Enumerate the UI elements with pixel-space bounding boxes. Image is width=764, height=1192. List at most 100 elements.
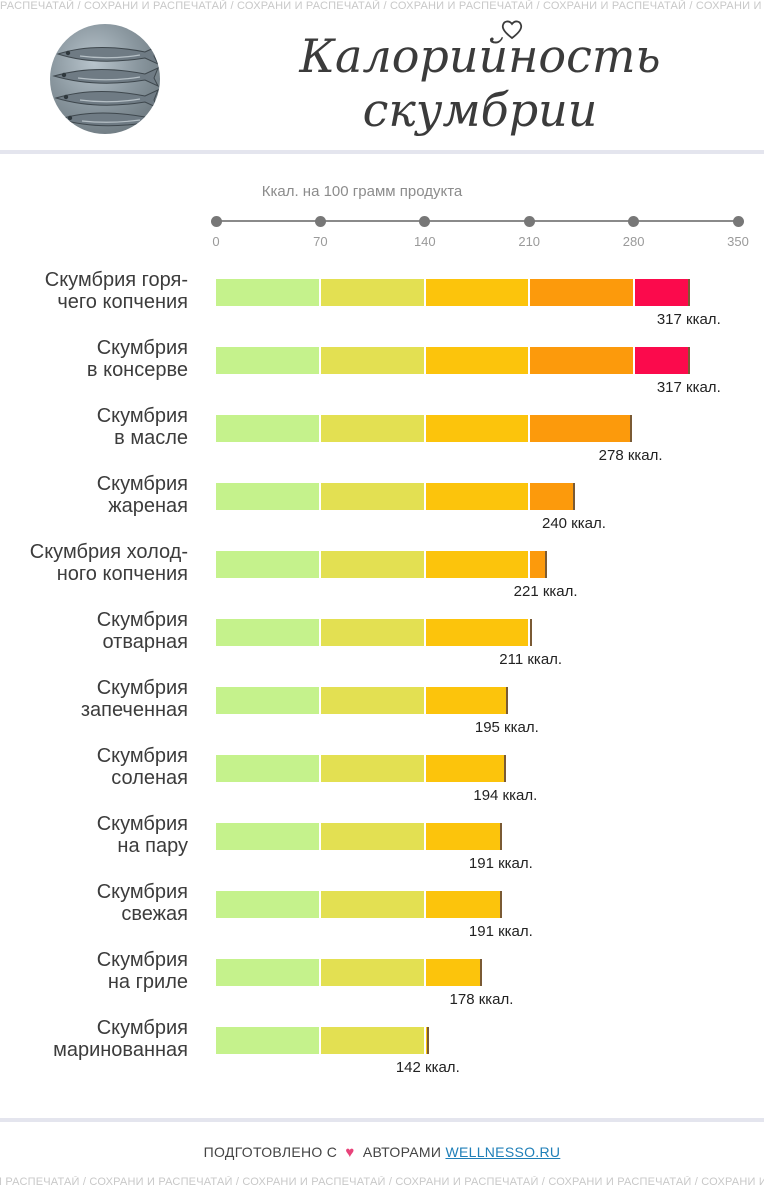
bar-segment [321,687,424,714]
bar-end-marker [529,619,532,646]
data-label: 194 ккал. [473,787,538,804]
bar-segment [216,891,320,918]
category-label: Скумбрия в консерве [86,337,188,381]
watermark-bottom: И РАСПЕЧАТАЙ / СОХРАНИ И РАСПЕЧАТАЙ / СО… [0,1176,764,1188]
bar-end-marker [426,1027,429,1054]
bar-segment [321,483,424,510]
bar-segment [321,347,424,374]
category-label: Скумбрия в масле [96,405,188,449]
heart-icon: ♥ [345,1144,355,1161]
category-label: Скумбрия жареная [96,473,188,517]
bar-segment [530,279,633,306]
bar-segment [425,483,529,510]
bar-segment [425,959,482,986]
data-label: 317 ккал. [656,311,721,328]
data-label: 142 ккал. [395,1059,460,1076]
bar-end-marker [499,891,502,918]
bar-segment [216,415,320,442]
bar-segment [634,347,689,374]
bar-segment [216,823,320,850]
bar-segment [216,1027,320,1054]
bar-segment [425,823,501,850]
bar-end-marker [687,279,690,306]
axis-tick-dot [210,215,222,227]
bar-segment [425,755,506,782]
footer-middle: АВТОРАМИ [362,1144,442,1160]
data-label: 191 ккал. [468,923,533,940]
data-label: 278 ккал. [598,447,663,464]
bar-segment [321,551,424,578]
bar-segment [321,959,424,986]
data-label: 191 ккал. [468,855,533,872]
bar-segment [321,755,424,782]
bar-segment [425,891,501,918]
footer-credits: ПОДГОТОВЛЕНО С ♥ АВТОРАМИ WELLNESSO.RU [0,1144,764,1161]
bar-segment [216,551,320,578]
page-title-line-2: скумбрии [362,83,598,137]
bar-segment [425,619,529,646]
category-label: Скумбрия отварная [96,609,188,653]
axis-tick-dot [732,215,744,227]
category-label: Скумбрия запеченная [80,677,188,721]
bar-segment [216,755,320,782]
bar-end-marker [499,823,502,850]
footer-prefix: ПОДГОТОВЛЕНО С [203,1144,338,1160]
bar-end-marker [504,755,507,782]
bar-end-marker [544,551,547,578]
bar-end-marker [687,347,690,374]
data-label: 195 ккал. [474,719,539,736]
bar-segment [216,959,320,986]
bar-segment [634,279,689,306]
bar-segment [530,551,546,578]
bar-segment [321,619,424,646]
axis-tick-dot [628,215,640,227]
divider-top [0,150,764,154]
bar-segment [216,279,320,306]
axis-tick-label: 70 [313,234,328,249]
bar-segment [530,483,574,510]
bar-segment [321,891,424,918]
bar-segment [216,483,320,510]
bar-segment [530,347,633,374]
axis-tick-label: 210 [518,234,541,249]
axis-tick-dot [523,215,535,227]
category-label: Скумбрия соленая [96,745,188,789]
data-label: 317 ккал. [656,379,721,396]
bar-segment [321,279,424,306]
bar-end-marker [629,415,632,442]
heart-icon [501,20,523,40]
bar-segment [321,415,424,442]
data-label: 211 ккал. [499,651,563,668]
bar-segment [425,551,529,578]
category-label: Скумбрия маринованная [53,1017,188,1061]
bar-segment [216,347,320,374]
axis-tick-label: 140 [413,234,436,249]
category-label: Скумбрия свежая [96,881,188,925]
watermark-top: РАСПЕЧАТАЙ / СОХРАНИ И РАСПЕЧАТАЙ / СОХР… [0,0,764,12]
page-title-line-1: Калорийность [299,29,661,83]
category-label: Скумбрия горя- чего копчения [44,269,188,313]
bar-segment [216,687,320,714]
bar-segment [425,687,507,714]
axis-tick-label: 0 [212,234,220,249]
bar-end-marker [505,687,508,714]
divider-bottom [0,1118,764,1122]
data-label: 221 ккал. [513,583,578,600]
axis-tick-dot [419,215,431,227]
axis-tick-dot [314,215,326,227]
bar-segment [530,415,631,442]
data-label: 178 ккал. [449,991,514,1008]
axis-tick-label: 280 [622,234,645,249]
bar-end-marker [572,483,575,510]
bar-segment [321,1027,424,1054]
chart-axis-line [216,220,738,222]
category-label: Скумбрия на пару [96,813,188,857]
bar-segment [425,279,529,306]
chart-axis-title: Ккал. на 100 грамм продукта [261,183,463,200]
bar-end-marker [480,959,483,986]
mackerel-photo [50,24,160,134]
bar-segment [321,823,424,850]
footer-site-link[interactable]: WELLNESSO.RU [445,1144,561,1160]
data-label: 240 ккал. [541,515,606,532]
category-label: Скумбрия холод- ного копчения [29,541,188,585]
